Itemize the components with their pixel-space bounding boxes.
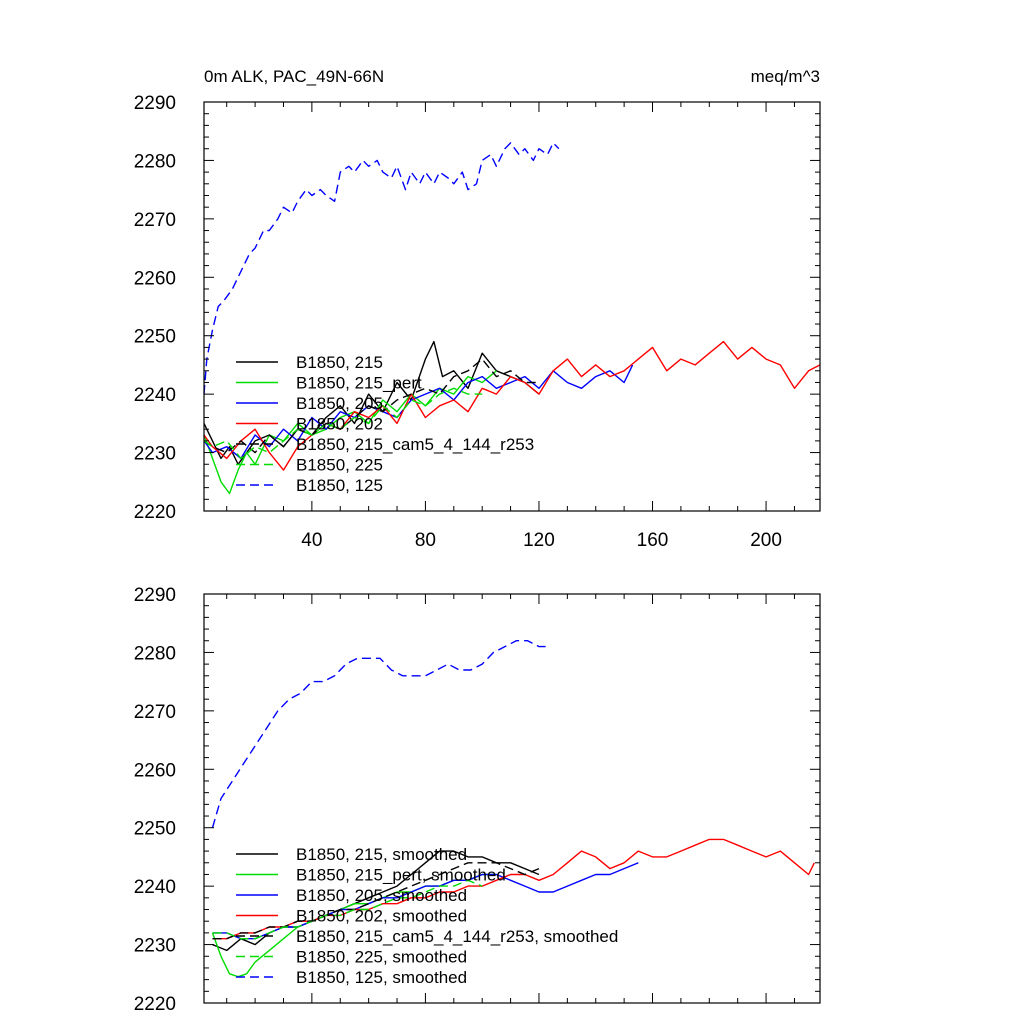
legend-label: B1850, 225, smoothed <box>296 948 467 967</box>
y-tick-label: 2240 <box>134 877 176 898</box>
x-tick-label: 40 <box>301 530 322 551</box>
legend-label: B1850, 125 <box>296 476 383 495</box>
y-tick-label: 2270 <box>134 702 176 723</box>
y-tick-label: 2230 <box>134 936 176 957</box>
chart-panel-top: 0m ALK, PAC_49N-66N meq/m^3 2220 2230 2240… <box>134 67 821 551</box>
y-tick-label: 2230 <box>134 444 176 465</box>
legend-label: B1850, 205, smoothed <box>296 886 467 905</box>
series-line <box>212 850 540 952</box>
legend-label: B1850, 215, smoothed <box>296 845 467 864</box>
y-tick-label: 2280 <box>134 151 176 172</box>
series-line <box>203 340 540 465</box>
chart-panel-bottom: 2220 2230 2240 2250 2260 2270 2280 2290 B1850, 2… <box>134 585 821 1015</box>
legend-label: B1850, 205 <box>296 394 383 413</box>
x-tick-label: 160 <box>637 530 669 551</box>
chart-title: 0m ALK, PAC_49N-66N <box>204 67 384 86</box>
x-tick-label: 120 <box>523 530 555 551</box>
x-tick-label: 80 <box>415 530 436 551</box>
legend-label: B1850, 215_pert, smoothed <box>296 866 506 885</box>
y-tick-label: 2260 <box>134 268 176 289</box>
y-tick-label: 2220 <box>134 502 176 523</box>
legend-label: B1850, 215 <box>296 353 383 372</box>
legend-label: B1850, 202, smoothed <box>296 907 467 926</box>
y-tick-label: 2250 <box>134 327 176 348</box>
series-line <box>212 879 483 940</box>
plot-frame <box>203 101 821 512</box>
y-tick-label: 2270 <box>134 210 176 231</box>
chart-units: meq/m^3 <box>751 67 820 86</box>
plot-frame <box>203 593 821 1004</box>
y-tick-label: 2220 <box>134 994 176 1015</box>
y-tick-label: 2240 <box>134 385 176 406</box>
series-line <box>203 358 539 454</box>
y-tick-label: 2250 <box>134 819 176 840</box>
x-tick-label: 200 <box>750 530 782 551</box>
legend-label: B1850, 225 <box>296 456 383 475</box>
series-line <box>203 142 560 395</box>
legend-label: B1850, 215_cam5_4_144_r253 <box>296 435 534 454</box>
y-tick-label: 2290 <box>134 585 176 606</box>
y-tick-label: 2260 <box>134 760 176 781</box>
series-line <box>212 862 540 940</box>
y-tick-label: 2280 <box>134 643 176 664</box>
series-line <box>203 370 497 495</box>
legend-label: B1850, 215_cam5_4_144_r253, smoothed <box>296 927 618 946</box>
series-line <box>211 640 551 828</box>
legend-label: B1850, 202 <box>296 415 383 434</box>
legend-label: B1850, 125, smoothed <box>296 968 467 987</box>
series-line <box>203 340 821 471</box>
y-tick-label: 2290 <box>134 93 176 114</box>
legend-label: B1850, 215_pert <box>296 374 422 393</box>
